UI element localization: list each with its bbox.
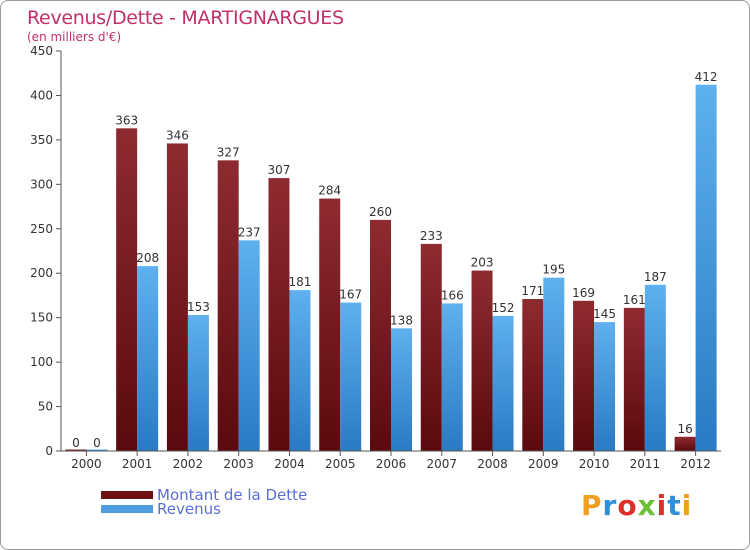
- data-label-dette: 363: [115, 113, 138, 127]
- data-label-revenus: 145: [593, 307, 616, 321]
- data-label-revenus: 195: [542, 263, 565, 277]
- y-tick-label: 450: [30, 44, 53, 58]
- bar-dette: [623, 307, 645, 451]
- x-tick-label: 2008: [477, 457, 508, 471]
- logo-letter: x: [637, 489, 657, 522]
- y-tick-label: 400: [30, 88, 53, 102]
- x-tick-label: 2011: [630, 457, 661, 471]
- data-label-revenus: 208: [136, 251, 159, 265]
- proxiti-logo: Proxiti: [581, 489, 692, 522]
- bar-revenus: [441, 303, 463, 451]
- data-label-dette: 0: [72, 436, 80, 450]
- y-tick-label: 250: [30, 222, 53, 236]
- bar-dette: [268, 178, 290, 451]
- data-label-revenus: 167: [339, 288, 362, 302]
- data-label-revenus: 138: [390, 313, 413, 327]
- data-label-dette: 169: [572, 286, 595, 300]
- bar-dette: [370, 219, 391, 451]
- bar-revenus: [695, 84, 717, 452]
- data-label-dette: 284: [318, 184, 341, 198]
- x-tick-label: 2009: [528, 457, 559, 471]
- x-tick-label: 2003: [223, 457, 254, 471]
- y-tick-label: 150: [30, 311, 53, 325]
- chart-subtitle: (en milliers d'€): [27, 30, 122, 44]
- logo-letter: i: [681, 489, 693, 522]
- data-label-dette: 233: [420, 229, 443, 243]
- bar-revenus: [289, 290, 311, 451]
- data-label-revenus: 412: [695, 70, 718, 84]
- bar-dette: [319, 198, 341, 451]
- y-tick-label: 50: [38, 400, 53, 414]
- logo-letter: o: [617, 489, 638, 522]
- bar-dette: [217, 160, 239, 452]
- data-label-dette: 346: [166, 128, 189, 142]
- data-label-revenus: 152: [492, 301, 515, 315]
- legend-swatch-revenus: [101, 505, 153, 513]
- legend-item-revenus: Revenus: [101, 500, 221, 518]
- bar-revenus: [391, 328, 412, 451]
- data-label-dette: 307: [268, 163, 291, 177]
- bar-revenus: [594, 322, 616, 451]
- data-label-dette: 260: [369, 205, 392, 219]
- logo-letter: t: [667, 489, 682, 522]
- bar-revenus: [644, 284, 666, 451]
- data-label-revenus: 166: [441, 288, 464, 302]
- bar-revenus: [137, 266, 159, 451]
- data-label-dette: 171: [521, 284, 544, 298]
- x-tick-label: 2006: [376, 457, 407, 471]
- bar-dette: [573, 300, 595, 451]
- y-tick-label: 300: [30, 177, 53, 191]
- data-label-revenus: 237: [238, 225, 261, 239]
- bar-dette: [471, 270, 493, 451]
- data-labels: 0 0 363 208 346 153 327 237 307 181 284 167 260 138 23…: [72, 70, 718, 450]
- y-tick-label: 0: [45, 444, 53, 458]
- bar-revenus: [492, 315, 514, 451]
- x-tick-label: 2002: [173, 457, 204, 471]
- logo-letter: i: [656, 489, 668, 522]
- y-tick-label: 200: [30, 266, 53, 280]
- axes: 0 50 100 150 200 250 300 350 400 450 2000 2001 2002 2…: [30, 44, 721, 471]
- legend-item-dette: Montant de la Dette: [101, 486, 308, 504]
- data-label-revenus: 0: [93, 436, 101, 450]
- data-label-dette: 203: [471, 256, 494, 270]
- x-tick-label: 2012: [680, 457, 711, 471]
- legend-label-revenus: Revenus: [157, 500, 221, 518]
- x-tick-label: 2004: [274, 457, 305, 471]
- bar-dette: [65, 449, 87, 451]
- bar-dette: [116, 128, 138, 451]
- chart-title: Revenus/Dette - MARTIGNARGUES: [27, 7, 344, 29]
- bar-dette: [674, 436, 696, 451]
- logo-letter: r: [602, 489, 618, 522]
- y-tick-label: 100: [30, 355, 53, 369]
- x-tick-label: 2010: [579, 457, 610, 471]
- x-tick-label: 2005: [325, 457, 356, 471]
- data-label-dette: 327: [217, 145, 240, 159]
- bar-revenus: [543, 277, 565, 451]
- x-tick-label: 2000: [71, 457, 102, 471]
- legend-swatch-dette: [101, 491, 153, 499]
- bar-dette: [166, 143, 188, 451]
- data-label-dette: 16: [677, 422, 692, 436]
- bars: [65, 84, 717, 452]
- x-tick-label: 2001: [122, 457, 153, 471]
- legend-label-dette: Montant de la Dette: [157, 486, 308, 504]
- bar-revenus: [187, 315, 209, 451]
- data-label-revenus: 187: [644, 270, 667, 284]
- logo-letter: P: [581, 489, 603, 522]
- data-label-revenus: 181: [289, 275, 312, 289]
- x-tick-label: 2007: [426, 457, 457, 471]
- bar-dette: [420, 243, 442, 451]
- y-tick-label: 350: [30, 133, 53, 147]
- data-label-revenus: 153: [187, 300, 210, 314]
- data-label-dette: 161: [623, 293, 646, 307]
- bar-revenus: [238, 240, 260, 451]
- bar-revenus: [86, 449, 108, 451]
- bar-dette: [522, 299, 544, 451]
- bar-revenus: [340, 302, 362, 451]
